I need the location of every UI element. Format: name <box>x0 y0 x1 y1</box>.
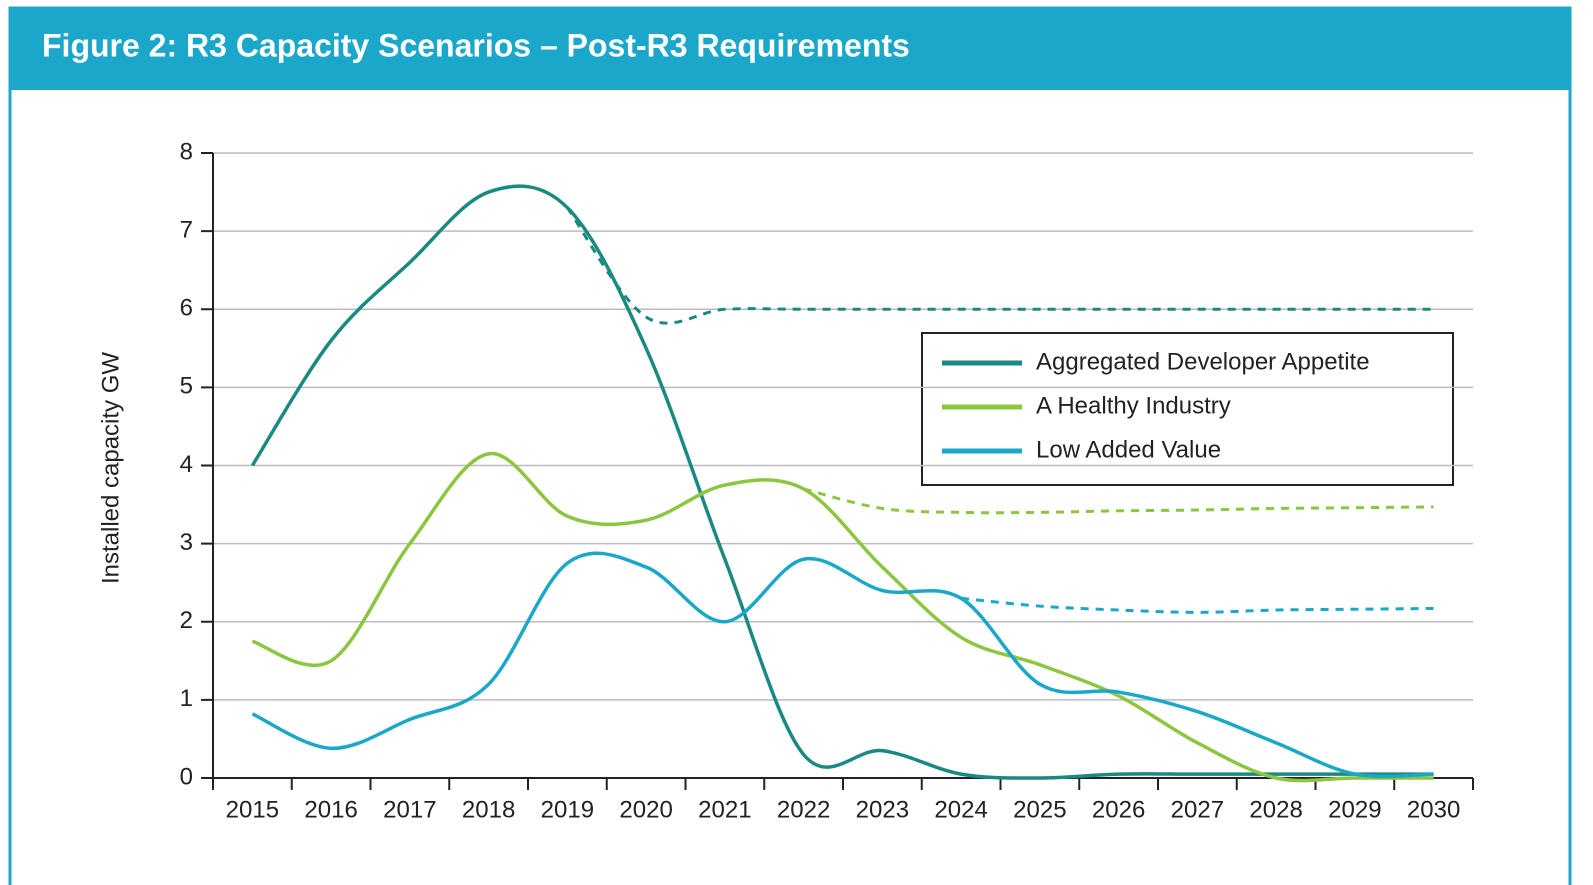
x-tick-label: 2020 <box>619 796 672 823</box>
projection-line <box>960 596 1434 614</box>
legend-label: Low Added Value <box>1036 436 1221 463</box>
legend-box <box>921 332 1454 486</box>
x-tick-label: 2029 <box>1328 796 1381 823</box>
legend-label: A Healthy Industry <box>1036 392 1231 419</box>
x-tick-label: 2030 <box>1407 796 1460 823</box>
x-tick-label: 2016 <box>304 796 357 823</box>
y-tick-label: 2 <box>180 607 193 634</box>
y-tick-label: 0 <box>180 763 193 790</box>
x-tick-label: 2027 <box>1171 796 1224 823</box>
y-tick-label: 1 <box>180 685 193 712</box>
y-tick-label: 6 <box>180 295 193 322</box>
x-tick-label: 2018 <box>462 796 515 823</box>
x-tick-label: 2019 <box>541 796 594 823</box>
y-tick-label: 7 <box>180 216 193 243</box>
y-tick-label: 3 <box>180 529 193 556</box>
y-tick-label: 4 <box>180 451 193 478</box>
x-tick-label: 2015 <box>226 796 279 823</box>
x-tick-label: 2028 <box>1249 796 1302 823</box>
series-line <box>251 551 1434 779</box>
x-tick-label: 2022 <box>777 796 830 823</box>
projection-line <box>566 206 1434 325</box>
y-tick-label: 5 <box>180 373 193 400</box>
series-line <box>251 452 1434 783</box>
projection-line <box>803 487 1434 515</box>
x-tick-label: 2026 <box>1092 796 1145 823</box>
x-tick-label: 2025 <box>1013 796 1066 823</box>
series-line <box>250 184 1434 780</box>
chart-title: Figure 2: R3 Capacity Scenarios – Post-R… <box>42 27 910 63</box>
y-axis-label: Installed capacity GW <box>97 352 124 584</box>
legend-label: Aggregated Developer Appetite <box>1036 348 1370 375</box>
header-bar <box>10 8 1570 90</box>
x-tick-label: 2017 <box>383 796 436 823</box>
x-tick-label: 2024 <box>934 796 987 823</box>
x-tick-label: 2021 <box>698 796 751 823</box>
x-tick-label: 2023 <box>856 796 909 823</box>
y-tick-label: 8 <box>180 138 193 165</box>
